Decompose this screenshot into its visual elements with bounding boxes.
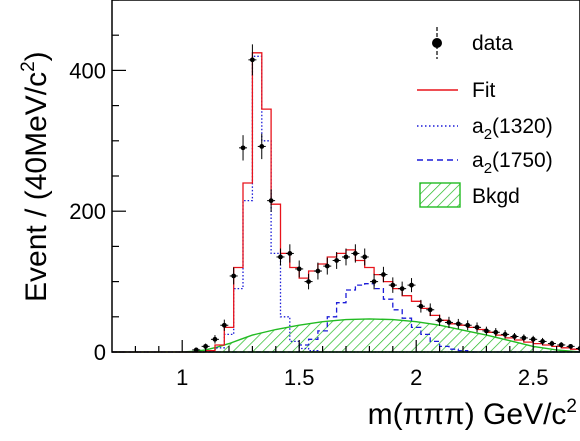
legend-label-bkgd: Bkgd: [472, 185, 520, 208]
data-point: [210, 335, 219, 344]
data-point: [313, 262, 322, 280]
data-point: [407, 278, 416, 293]
y-axis-title-close: ): [20, 51, 53, 61]
data-point: [501, 330, 510, 339]
data-point: [257, 133, 266, 160]
x-tick-label: 2.5: [518, 365, 549, 390]
data-point: [379, 266, 388, 283]
legend-data-marker: [432, 27, 442, 59]
data-point: [435, 314, 444, 326]
data-point: [192, 347, 201, 353]
data-point: [510, 332, 519, 341]
data-point: [332, 252, 341, 269]
x-tick-label: 1: [176, 365, 188, 390]
data-point: [538, 337, 547, 345]
legend-label-fit: Fit: [472, 79, 495, 102]
data-point: [547, 340, 556, 347]
legend: data Fit a2(1320) a2(1750) Bkgd: [417, 27, 553, 208]
data-point: [557, 342, 566, 348]
data-point: [351, 244, 360, 263]
x-tick-label: 1.5: [284, 365, 315, 390]
data-point: [370, 273, 379, 290]
data-point: [444, 316, 453, 329]
data-point: [463, 320, 472, 331]
y-axis-title-sup: 2: [18, 61, 39, 72]
data-point: [388, 277, 397, 293]
y-tick-label: 200: [69, 199, 106, 224]
x-tick-label: 2: [410, 365, 422, 390]
data-point: [239, 135, 248, 161]
data-point: [482, 326, 491, 336]
data-point: [276, 248, 285, 266]
x-axis-title-sup: 2: [566, 396, 577, 417]
x-ticks: 1 1.5 2 2.5: [134, 340, 580, 390]
legend-label-data: data: [472, 32, 513, 55]
x-axis-title: m(πππ) GeV/c2: [368, 396, 577, 431]
data-point: [473, 322, 482, 333]
data-point: [416, 299, 425, 313]
legend-label-a2-1750: a2(1750): [472, 149, 553, 177]
data-point: [323, 257, 332, 275]
y-ticks: 0 200 400: [69, 0, 126, 365]
bkgd-area: [112, 318, 580, 353]
plot-area: 1 1.5 2 2.5 0 200 400: [69, 0, 580, 390]
data-point: [360, 248, 369, 266]
y-tick-label: 0: [94, 340, 106, 365]
data-point: [342, 248, 350, 266]
data-point: [295, 260, 304, 278]
data-points: [192, 44, 580, 353]
legend-label-a2-1320: a2(1320): [472, 115, 553, 143]
data-point: [491, 328, 500, 337]
data-point: [519, 334, 528, 342]
data-point: [267, 189, 276, 212]
data-point: [220, 319, 229, 331]
data-point: [248, 44, 257, 76]
data-point: [398, 281, 407, 296]
data-point: [566, 343, 575, 349]
data-point: [426, 303, 435, 317]
data-point: [229, 267, 238, 285]
data-point: [454, 318, 463, 329]
legend-bkgd-swatch: [419, 182, 461, 208]
y-axis-title: Event / (40MeV/c2): [18, 51, 53, 302]
data-point: [285, 244, 294, 263]
y-tick-label: 400: [69, 58, 106, 83]
bkgd-series: [112, 318, 580, 353]
data-point: [304, 273, 313, 290]
